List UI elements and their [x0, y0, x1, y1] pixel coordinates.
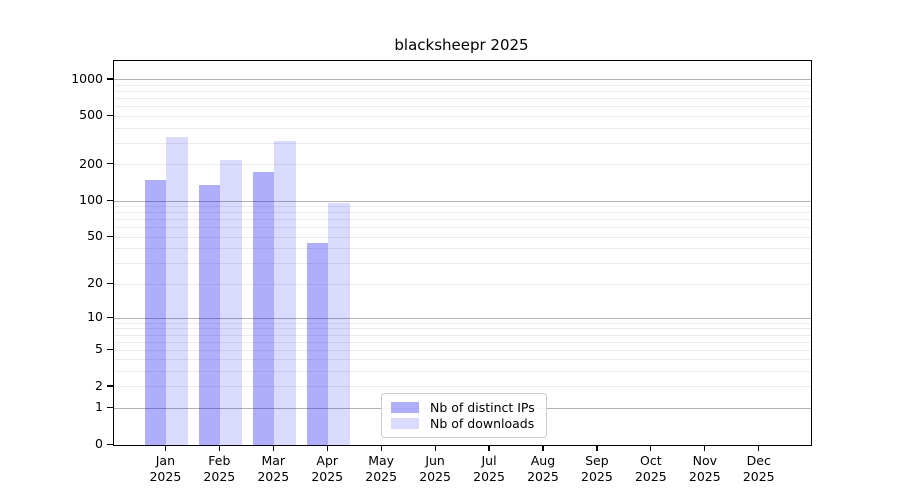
x-tick-mark [488, 445, 490, 451]
x-tick-mark [596, 445, 598, 451]
bar-distinct-ips-jan [144, 179, 167, 445]
x-tick-mark [218, 445, 220, 451]
minor-gridline [114, 371, 811, 373]
y-tick-label: 1 [95, 399, 103, 415]
x-tick-mark [164, 445, 166, 451]
y-tick-label: 500 [79, 107, 103, 123]
y-tick-label: 5 [95, 341, 103, 357]
minor-gridline [114, 334, 811, 336]
minor-gridline [114, 359, 811, 361]
minor-gridline [114, 341, 811, 343]
chart-title: blacksheepr 2025 [394, 36, 529, 54]
bar-distinct-ips-feb [198, 185, 221, 445]
legend-row-distinct-ips: Nb of distinct IPs [391, 399, 537, 415]
x-tick-mark [650, 445, 652, 451]
plot-area: Nb of distinct IPs Nb of downloads [113, 60, 812, 446]
bar-downloads-jan [166, 137, 188, 445]
x-tick-label-jun: Jun 2025 [419, 453, 451, 484]
minor-gridline [114, 127, 811, 129]
legend-label-downloads: Nb of downloads [430, 416, 535, 432]
bar-distinct-ips-mar [252, 172, 275, 445]
minor-gridline [114, 212, 811, 214]
downloads-swatch-icon [391, 418, 419, 430]
minor-gridline [114, 227, 811, 229]
decade-gridline [114, 200, 811, 202]
y-tick-mark [107, 348, 113, 350]
y-tick-mark [107, 406, 113, 409]
x-tick-label-jan: Jan 2025 [149, 453, 182, 484]
minor-gridline [114, 322, 811, 324]
y-tick-label: 10 [87, 309, 103, 325]
minor-gridline [114, 349, 811, 351]
y-tick-mark [107, 114, 113, 117]
minor-gridline [114, 98, 811, 100]
y-tick-mark [107, 282, 113, 284]
x-tick-mark [380, 445, 382, 451]
x-tick-label-sep: Sep 2025 [581, 453, 613, 484]
x-tick-label-nov: Nov 2025 [688, 453, 721, 484]
y-tick-mark [107, 78, 113, 80]
y-tick-mark [107, 235, 113, 237]
y-tick-label: 100 [79, 192, 103, 208]
x-tick-label-aug: Aug 2025 [527, 453, 559, 484]
decade-gridline [114, 79, 811, 81]
x-tick-label-feb: Feb 2025 [203, 453, 236, 484]
y-tick-mark [107, 316, 113, 318]
x-tick-mark [704, 445, 706, 451]
x-tick-label-mar: Mar 2025 [257, 453, 290, 484]
minor-gridline [114, 91, 811, 93]
bar-downloads-apr [328, 202, 350, 445]
y-tick-mark [107, 443, 113, 445]
x-tick-label-oct: Oct 2025 [634, 453, 667, 484]
minor-gridline [114, 236, 811, 238]
y-tick-label: 20 [87, 275, 103, 291]
y-tick-label: 200 [79, 155, 103, 171]
y-tick-mark [107, 163, 113, 165]
y-tick-label: 1000 [71, 70, 103, 86]
y-tick-mark [107, 199, 113, 201]
minor-gridline [114, 248, 811, 250]
y-tick-label: 0 [95, 436, 103, 451]
legend-label-distinct-ips: Nb of distinct IPs [430, 399, 535, 415]
minor-gridline [114, 283, 811, 285]
bar-downloads-mar [274, 141, 296, 445]
y-tick-label: 50 [87, 228, 103, 244]
legend: Nb of distinct IPs Nb of downloads [381, 393, 547, 438]
x-tick-mark [326, 445, 328, 451]
minor-gridline [114, 164, 811, 166]
minor-gridline [114, 142, 811, 144]
minor-gridline [114, 115, 811, 117]
y-tick-mark [107, 385, 113, 387]
minor-gridline [114, 263, 811, 265]
minor-gridline [114, 219, 811, 221]
minor-gridline [114, 386, 811, 388]
decade-gridline [114, 317, 811, 319]
minor-gridline [114, 206, 811, 208]
y-tick-label: 2 [95, 377, 103, 393]
x-tick-label-may: May 2025 [365, 453, 398, 484]
minor-gridline [114, 84, 811, 86]
x-tick-label-jul: Jul 2025 [473, 453, 505, 484]
x-tick-label-dec: Dec 2025 [742, 453, 775, 484]
bar-downloads-feb [220, 159, 242, 445]
minor-gridline [114, 328, 811, 330]
x-tick-label-apr: Apr 2025 [311, 453, 344, 484]
x-tick-mark [758, 445, 760, 451]
x-tick-mark [434, 445, 436, 451]
x-tick-mark [542, 445, 544, 451]
minor-gridline [114, 106, 811, 108]
distinct-ips-swatch-icon [391, 401, 419, 413]
bar-distinct-ips-apr [306, 242, 329, 445]
legend-row-downloads: Nb of downloads [391, 416, 537, 432]
x-tick-mark [272, 445, 274, 451]
